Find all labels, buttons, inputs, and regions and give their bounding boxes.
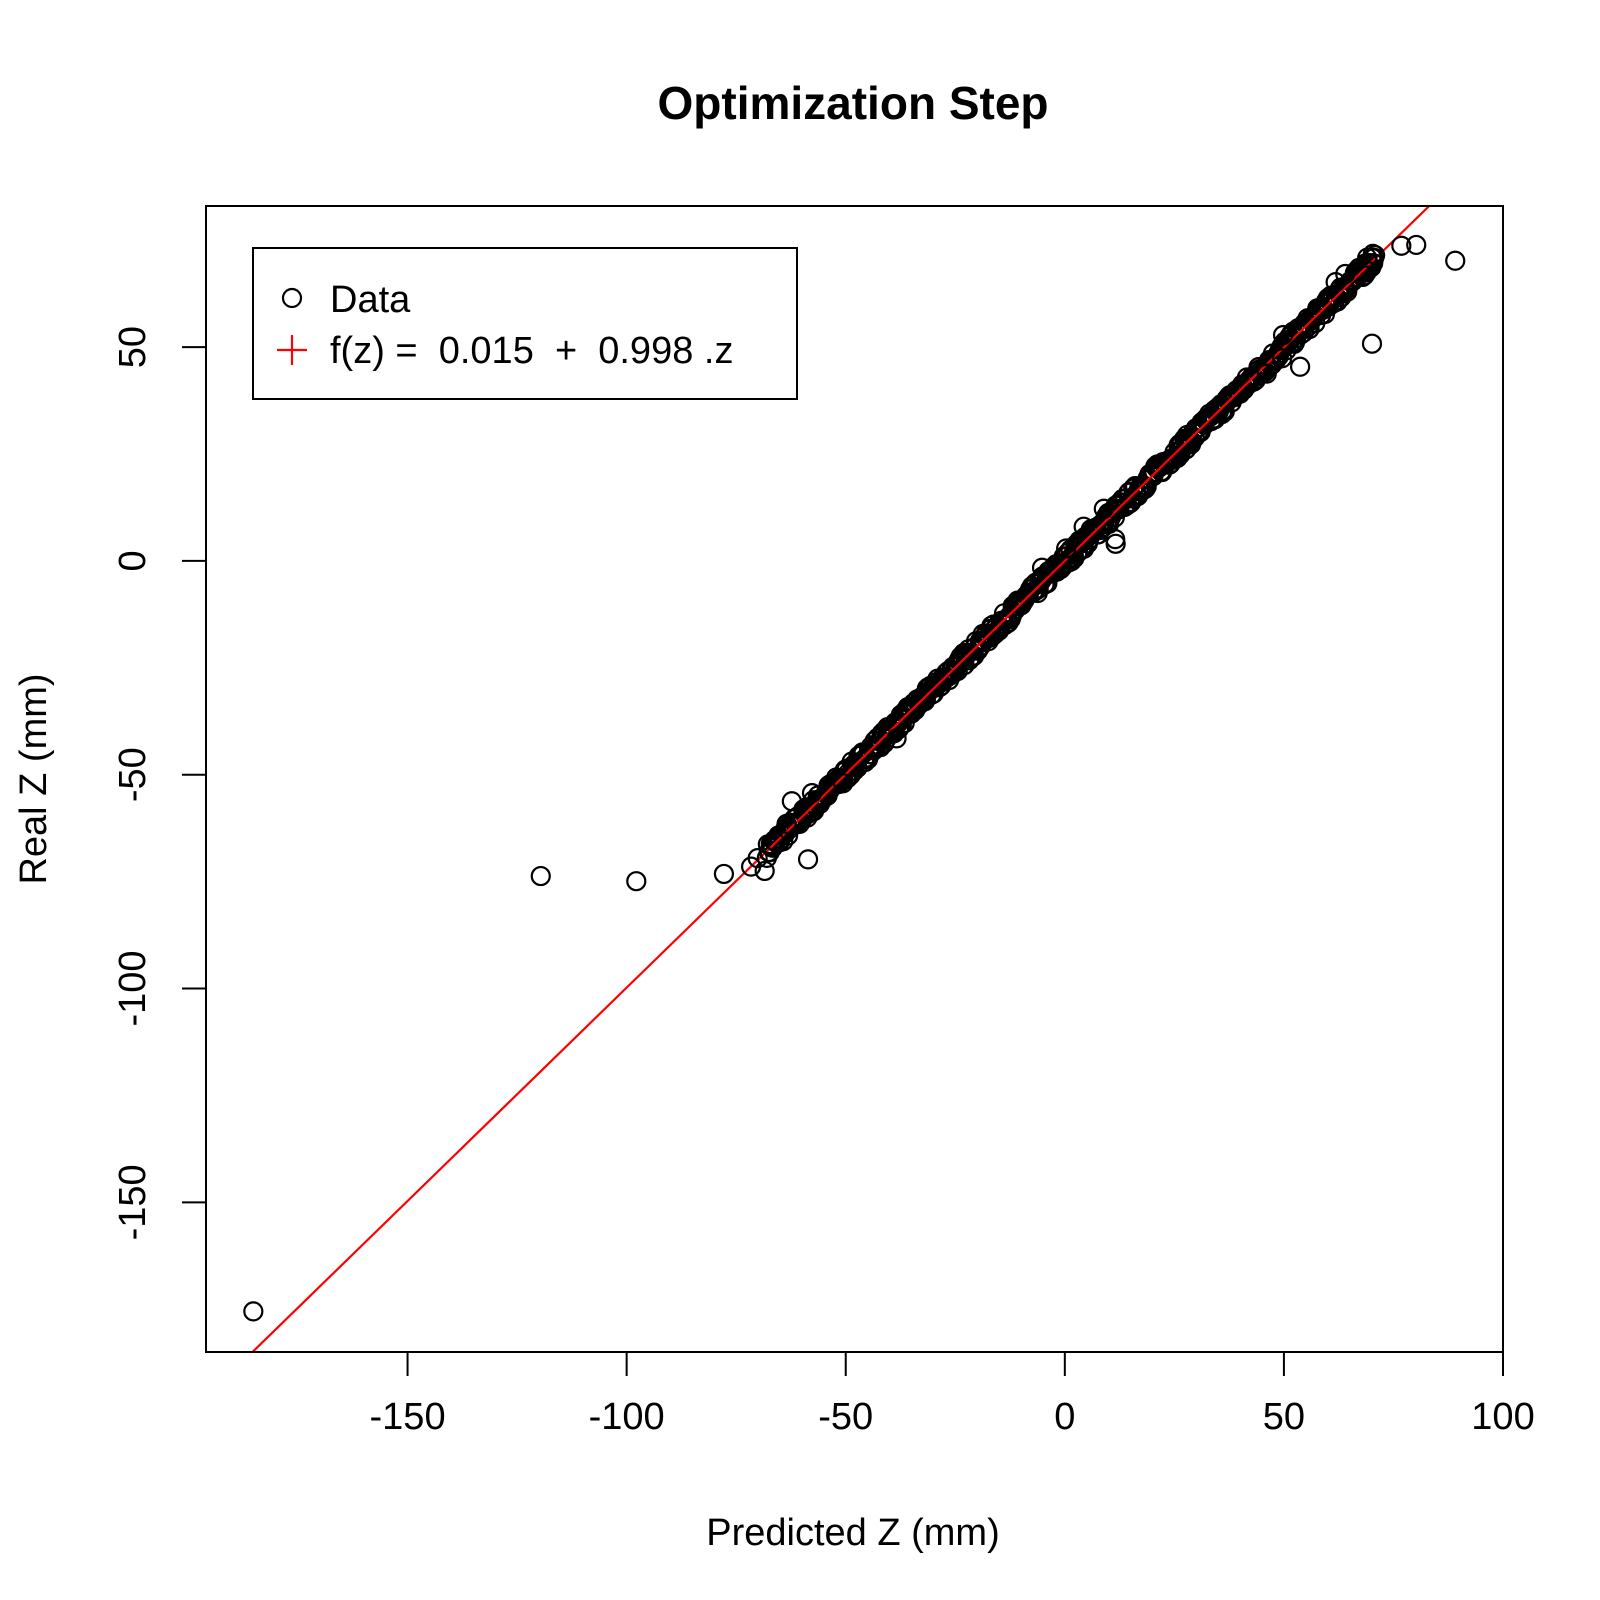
- data-point: [776, 813, 797, 834]
- data-point: [1362, 243, 1383, 264]
- y-tick-label: -150: [112, 1164, 154, 1240]
- x-axis: -150 -100 -50 0 50 100: [370, 1351, 1535, 1438]
- x-tick-label: -150: [370, 1396, 446, 1438]
- data-point: [626, 871, 647, 892]
- legend-fit-marker: [277, 335, 307, 365]
- legend-data-marker: [281, 287, 303, 309]
- data-point: [886, 728, 907, 749]
- data-point: [1105, 533, 1126, 554]
- data-point: [1031, 557, 1053, 578]
- y-tick-label: 50: [112, 326, 154, 368]
- data-point: [243, 1301, 264, 1322]
- data-point: [1445, 250, 1466, 271]
- y-axis: -150 -100 -50 0 50: [112, 326, 207, 1240]
- data-point: [1093, 498, 1114, 519]
- data-point: [1325, 272, 1346, 293]
- x-tick-label: 100: [1471, 1396, 1534, 1438]
- x-tick-label: 0: [1054, 1396, 1075, 1438]
- x-tick-label: -50: [818, 1396, 873, 1438]
- data-point: [1272, 348, 1293, 369]
- data-point: [530, 865, 551, 887]
- y-tick-label: -100: [112, 950, 154, 1026]
- data-point: [1056, 538, 1077, 559]
- data-point: [1391, 235, 1412, 256]
- data-point: [781, 791, 802, 812]
- x-axis-label: Predicted Z (mm): [706, 1512, 999, 1554]
- x-tick-label: 50: [1263, 1396, 1305, 1438]
- data-point: [1256, 363, 1277, 384]
- data-point: [1290, 356, 1311, 377]
- data-point: [713, 863, 735, 885]
- data-point: [1361, 333, 1383, 354]
- data-point: [797, 849, 819, 870]
- legend-fit-label: f(z) = 0.015 + 0.998 .z: [330, 330, 733, 372]
- data-point: [947, 660, 968, 682]
- data-point: [1272, 325, 1294, 346]
- data-point: [833, 773, 854, 794]
- legend: Data f(z) = 0.015 + 0.998 .z: [252, 247, 798, 400]
- data-point: [801, 783, 823, 804]
- y-axis-label: Real Z (mm): [13, 673, 55, 884]
- data-point: [1406, 234, 1427, 256]
- chart-title: Optimization Step: [658, 77, 1049, 129]
- data-point: [1073, 516, 1094, 537]
- plot-area: [205, 205, 1504, 1353]
- legend-box: [252, 247, 798, 400]
- y-tick-label: 0: [112, 550, 154, 571]
- y-tick-label: -50: [112, 747, 154, 802]
- data-point: [764, 830, 785, 852]
- data-point: [747, 848, 768, 869]
- legend-data-label: Data: [330, 279, 411, 321]
- x-tick-label: -100: [589, 1396, 665, 1438]
- data-point: [1357, 247, 1378, 268]
